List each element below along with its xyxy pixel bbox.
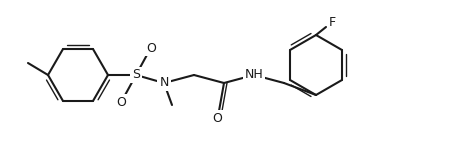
Text: O: O: [146, 41, 156, 54]
Text: O: O: [116, 95, 126, 108]
Text: F: F: [328, 16, 336, 30]
Text: NH: NH: [245, 68, 263, 81]
Text: N: N: [160, 76, 169, 89]
Text: S: S: [132, 68, 140, 81]
Text: O: O: [212, 111, 222, 125]
